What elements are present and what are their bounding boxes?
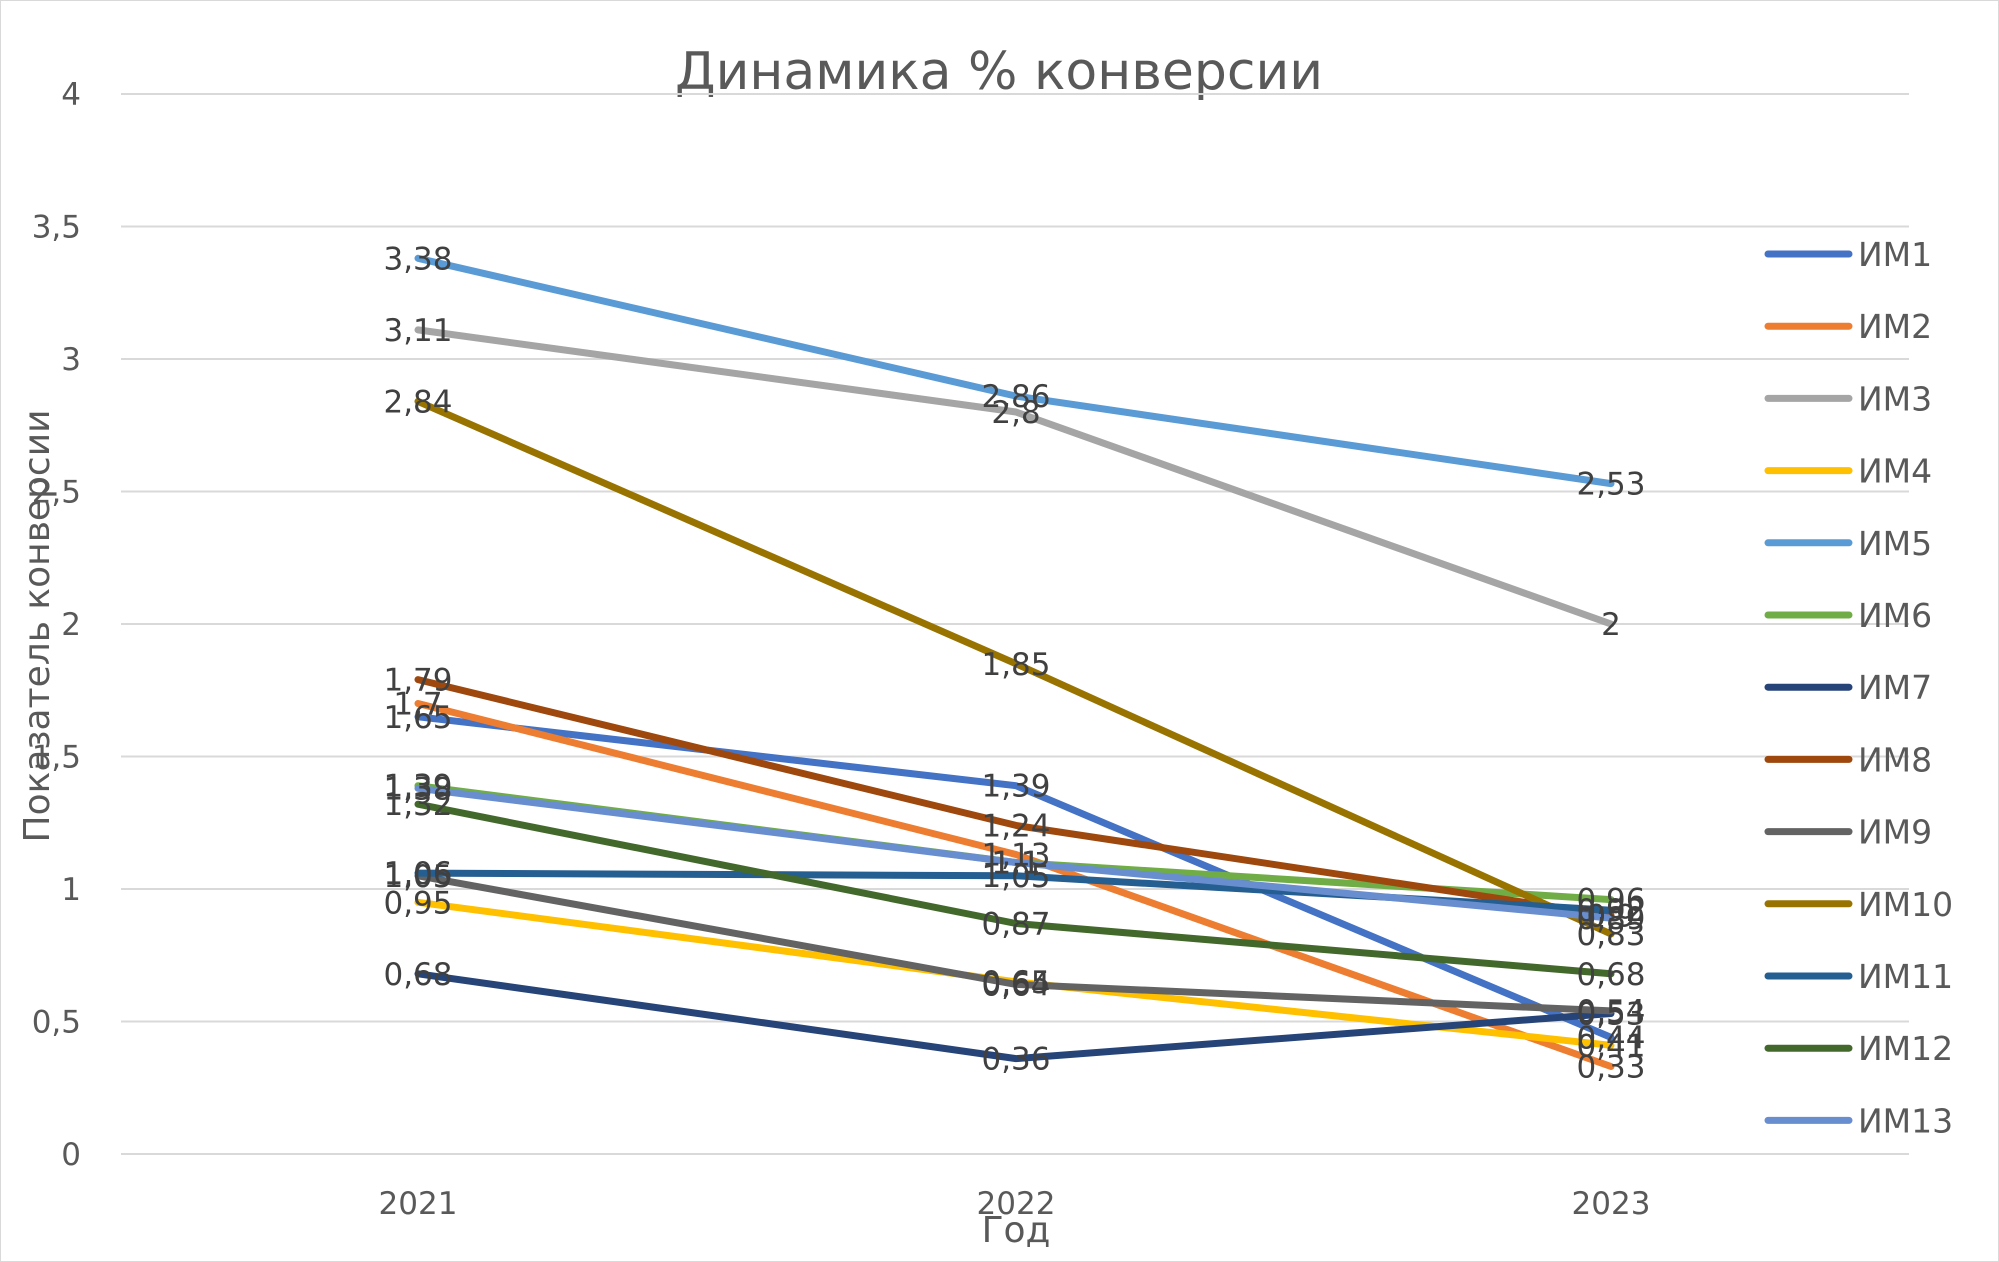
legend-label: ИМ8 (1858, 740, 1932, 779)
data-label: 1,05 (383, 859, 452, 895)
data-label: 3,11 (383, 313, 452, 349)
y-tick-label: 1 (61, 872, 81, 908)
data-label: 0,68 (1576, 957, 1645, 993)
y-tick-label: 3,5 (32, 210, 81, 246)
data-label: 0,64 (981, 967, 1050, 1003)
data-label: 0,96 (1576, 883, 1645, 919)
data-label: 2 (1601, 607, 1621, 643)
y-tick-label: 1,5 (32, 740, 81, 776)
data-label: 1,13 (981, 838, 1050, 874)
data-label: 1,24 (981, 808, 1050, 844)
data-label: 3,38 (383, 241, 452, 277)
data-label: 0,92 (1576, 893, 1645, 929)
data-label: 1,05 (981, 859, 1050, 895)
data-label: 1,39 (383, 769, 452, 805)
legend-label: ИМ12 (1858, 1029, 1953, 1068)
data-label: 0,9 (1586, 899, 1635, 935)
legend-label: ИМ9 (1858, 813, 1932, 852)
series-line-ИМ2 (414, 700, 1615, 1070)
data-label: 2,8 (991, 395, 1040, 431)
legend-label: ИМ5 (1858, 524, 1932, 563)
data-label: 2,84 (383, 384, 452, 420)
y-tick-label: 4 (61, 77, 81, 113)
data-label: 1,39 (981, 769, 1050, 805)
data-label: 0,87 (981, 906, 1050, 942)
y-tick-label: 0,5 (32, 1005, 81, 1041)
y-tick-label: 0 (61, 1137, 81, 1173)
data-label: 0,36 (981, 1042, 1050, 1078)
data-label: 0,41 (1576, 1028, 1645, 1064)
data-label: 0,95 (383, 885, 452, 921)
legend-label: ИМ11 (1858, 957, 1953, 996)
x-axis-title: Год (982, 1210, 1051, 1251)
legend-label: ИМ13 (1858, 1101, 1953, 1140)
series-line-ИМ5 (414, 254, 1615, 488)
data-label: 0,68 (383, 957, 452, 993)
x-tick-label: 2021 (379, 1186, 458, 1222)
data-label: 1,06 (383, 856, 452, 892)
series-line-ИМ1 (414, 713, 1615, 1041)
legend-label: ИМ1 (1858, 235, 1932, 274)
data-label: 1,32 (383, 787, 452, 823)
data-label: 1,85 (981, 647, 1050, 683)
y-tick-label: 2 (61, 607, 81, 643)
data-label: 1,7 (393, 687, 442, 723)
legend-label: ИМ7 (1858, 668, 1932, 707)
series-line-ИМ8 (414, 676, 1615, 919)
data-label: 0,83 (1576, 917, 1645, 953)
legend-label: ИМ10 (1858, 885, 1953, 924)
series-line-ИМ3 (414, 326, 1615, 628)
y-tick-label: 2,5 (32, 475, 81, 511)
data-label: 1,65 (383, 700, 452, 736)
series-line-ИМ10 (414, 397, 1615, 938)
data-label: 2,86 (981, 379, 1050, 415)
legend-label: ИМ4 (1858, 452, 1932, 491)
data-label: 1,79 (383, 663, 452, 699)
series-line-ИМ12 (414, 800, 1615, 978)
x-tick-label: 2022 (977, 1186, 1056, 1222)
x-tick-label: 2023 (1572, 1186, 1651, 1222)
data-label: 0,89 (1576, 901, 1645, 937)
data-label: 0,33 (1576, 1050, 1645, 1086)
data-label: 1,1 (991, 846, 1040, 882)
series-line-ИМ9 (414, 872, 1615, 1015)
data-label: 0,44 (1576, 1020, 1645, 1056)
data-label: 1,1 (991, 846, 1040, 882)
data-label: 1,38 (383, 771, 452, 807)
chart-title: Динамика % конверсии (675, 42, 1323, 102)
y-tick-label: 3 (61, 342, 81, 378)
data-label: 0,54 (1576, 994, 1645, 1030)
series-line-ИМ7 (414, 970, 1615, 1063)
series-line-ИМ13 (414, 784, 1615, 922)
legend-label: ИМ3 (1858, 379, 1932, 418)
legend-label: ИМ2 (1858, 307, 1932, 346)
y-axis-title: Показатель конверсии (17, 409, 58, 842)
legend-label: ИМ6 (1858, 596, 1932, 635)
data-label: 0,65 (981, 965, 1050, 1001)
data-label: 2,53 (1576, 467, 1645, 503)
data-label: 0,53 (1576, 997, 1645, 1033)
